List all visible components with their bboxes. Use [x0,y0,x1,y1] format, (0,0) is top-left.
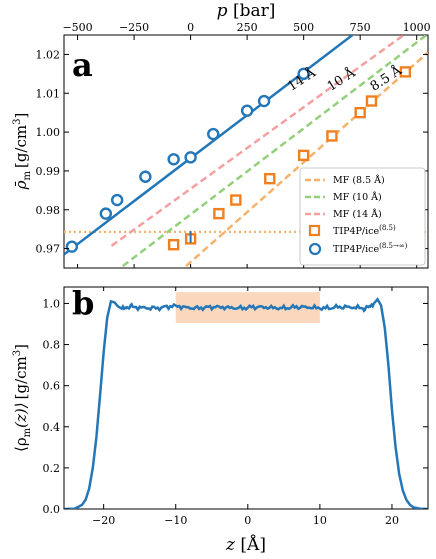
ytick-label: 1.00 [36,126,61,139]
ytick-label: 0.8 [43,339,61,352]
ytick-label: 0.0 [43,503,61,516]
legend-label-mf-14: MF (14 Å) [333,208,382,220]
square-point [365,95,378,107]
density-symbol: ρ̄ [12,180,30,190]
circle-point [184,151,197,164]
ytick-label: 0.2 [43,462,61,475]
xtick-label: 0 [244,514,251,527]
profile-arg: (z)⟩ [12,402,30,427]
circle-point [240,104,254,117]
panel-b-xlabel: z [Å] [225,534,266,555]
fit-line [64,35,355,256]
legend-entry-tip4p-85: TIP4P/ice(8.5) [308,224,396,237]
panel-b-label: b [72,284,94,322]
profile-subscript: m [22,427,33,437]
legend-label-tip4p-inf: TIP4P/ice(8.5→∞) [333,242,408,255]
square-point [354,106,366,119]
top-xtick-label: −500 [62,21,92,34]
xtick-label: 20 [385,514,399,527]
ytick-label: 0.97 [36,243,61,256]
legend-label-tip4p-85-sup: (8.5) [379,224,396,232]
legend-entry-mf-10: MF (10 Å) [305,191,382,203]
circle-point [257,94,271,108]
legend-label-tip4p-inf-main: TIP4P/ice [333,244,379,255]
legend-label-tip4p-85-main: TIP4P/ice [333,226,379,237]
top-xtick-label: 1000 [403,21,431,34]
top-xtick-label: 750 [350,21,371,34]
profile-unit-sup: 3 [12,350,23,356]
circle-point [207,127,220,141]
circle-point [65,240,79,253]
legend-entry-mf-85: MF (8.5 Å) [305,174,385,186]
square-point [213,207,225,220]
profile-open: ⟨ρ [12,437,30,452]
legend-label-mf-85: MF (8.5 Å) [333,174,385,186]
mf-line-1 [122,35,428,268]
legend-label-tip4p-85: TIP4P/ice(8.5) [333,224,396,237]
ytick-label: 1.0 [43,297,61,310]
top-xtick-label: 0 [187,21,194,34]
legend-entry-tip4p-inf: TIP4P/ice(8.5→∞) [308,242,408,256]
panel-b-ylabel: ⟨ρm(z)⟩ [g/cm3] [12,344,33,452]
ytick-label: 0.4 [43,421,61,434]
circle-point [139,170,152,183]
panel-a-top-xlabel: p [bar] [217,1,276,21]
profile-unit-close: ] [12,344,30,350]
xtick-label: 10 [313,514,327,527]
panel-a-frame [63,34,429,269]
square-point [399,66,412,78]
legend-swatch-square [308,224,321,237]
top-xtick-label: 250 [237,21,258,34]
xtick-label: −10 [164,514,187,527]
panel-a-plot-area [64,35,428,268]
legend-label-mf-10: MF (10 Å) [333,191,382,203]
density-unit-close: ] [12,113,30,119]
panel-b-plot-area [64,292,428,509]
circle-point [297,67,310,81]
square-point [297,149,310,162]
density-subscript: m [22,171,33,181]
square-point [230,194,242,206]
mf-line-2 [110,35,406,247]
panel-a-label: a [72,46,93,84]
density-unit: [g/cm [12,125,30,168]
legend-label-tip4p-inf-sup: (8.5→∞) [379,242,408,250]
panel-b-frame [63,286,429,510]
ytick-label: 0.6 [43,380,61,393]
ytick-label: 1.01 [36,87,61,100]
mf-line-0 [185,51,428,267]
pressure-symbol: p [217,1,228,21]
circle-point [167,153,180,166]
panel-a-ylabel: ρ̄m [g/cm3] [12,113,33,191]
panel-b: z [Å] ⟨ρm(z)⟩ [g/cm3] [12,286,429,555]
panel-a-legend: MF (8.5 Å) MF (10 Å) MF (14 Å) TIP4P/ice… [299,167,426,266]
panel-a: p [bar] ρ̄m [g/cm3] [12,1,429,269]
ytick-label: 1.02 [36,48,61,61]
density-unit-sup: 3 [12,119,23,125]
legend-entry-mf-14: MF (14 Å) [305,208,382,220]
top-xtick-label: −250 [119,21,149,34]
z-unit: [Å] [240,534,266,555]
ytick-label: 0.99 [36,165,61,178]
square-point [167,238,180,251]
circle-point [110,193,124,207]
legend-swatch-circle [308,242,322,256]
circle-point [99,207,113,220]
square-point [326,130,338,142]
ytick-label: 0.98 [36,204,61,217]
profile-unit: [g/cm [12,356,30,399]
legend-box [299,167,426,266]
xtick-label: −20 [92,514,115,527]
z-symbol: z [225,535,236,555]
square-point [264,172,276,185]
top-xtick-label: 500 [293,21,314,34]
density-profile-line [64,297,428,509]
pressure-unit: [bar] [233,1,275,21]
